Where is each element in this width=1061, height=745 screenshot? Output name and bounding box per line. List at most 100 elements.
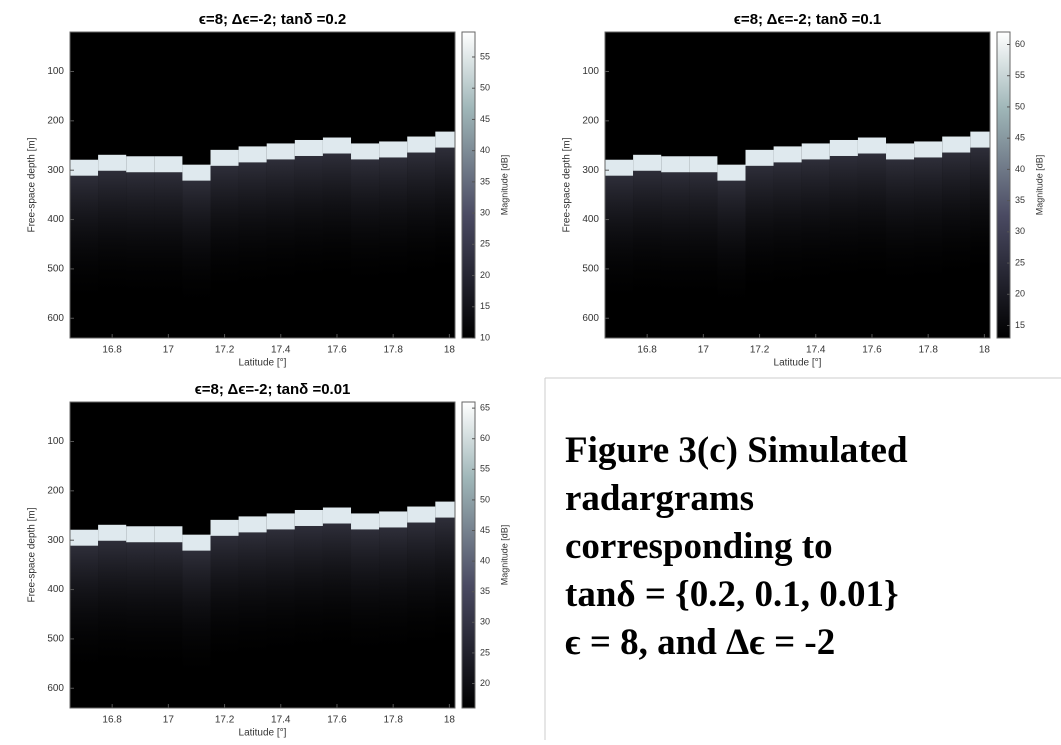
reflector-band: [435, 131, 455, 148]
y-axis-label: Free-space depth [m]: [27, 137, 38, 232]
subsurface-glow: [154, 542, 183, 673]
x-axis-label: Latitude [°]: [239, 728, 287, 739]
subsurface-glow: [435, 147, 455, 278]
reflector-band: [126, 156, 155, 173]
x-tick-label: 17: [163, 345, 175, 356]
x-tick-label: 16.8: [637, 345, 657, 356]
colorbar-tick-label: 20: [480, 270, 490, 280]
subsurface-glow: [745, 165, 774, 296]
x-tick-label: 17: [163, 715, 175, 726]
subsurface-glow: [379, 527, 408, 658]
reflector-band: [70, 159, 99, 176]
colorbar-tick-label: 25: [1015, 257, 1025, 267]
y-tick-label: 100: [47, 66, 64, 77]
y-tick-label: 400: [582, 214, 599, 225]
colorbar-tick-label: 35: [480, 176, 490, 186]
subsurface-glow: [407, 522, 436, 653]
panel-title: ϵ=8; Δϵ=-2; tanδ =0.1: [734, 11, 881, 28]
subsurface-glow: [717, 180, 746, 311]
x-tick-label: 18: [979, 345, 991, 356]
reflector-band: [294, 509, 323, 526]
colorbar-tick-label: 60: [480, 433, 490, 443]
colorbar-tick-label: 10: [480, 332, 490, 342]
reflector-band: [605, 159, 634, 176]
y-tick-label: 600: [47, 683, 64, 694]
subsurface-glow: [182, 550, 211, 681]
reflector-band: [633, 154, 662, 171]
colorbar-tick-label: 15: [1015, 320, 1025, 330]
caption-line: radargrams: [565, 478, 754, 519]
x-tick-label: 17.2: [215, 715, 235, 726]
colorbar-tick-label: 60: [1015, 39, 1025, 49]
subsurface-glow: [322, 523, 352, 654]
reflector-band: [379, 511, 408, 528]
reflector-band: [98, 154, 127, 171]
subsurface-glow: [322, 153, 352, 284]
colorbar-tick-label: 15: [480, 301, 490, 311]
subsurface-glow: [266, 159, 295, 290]
y-tick-label: 100: [582, 66, 599, 77]
colorbar-tick-label: 45: [480, 114, 490, 124]
reflector-band: [689, 156, 718, 173]
reflector-band: [154, 156, 183, 173]
y-axis-label: Free-space depth [m]: [562, 137, 573, 232]
reflector-band: [182, 164, 211, 181]
reflector-band: [407, 136, 436, 153]
x-tick-label: 17.4: [806, 345, 826, 356]
y-tick-label: 300: [47, 165, 64, 176]
y-tick-label: 600: [582, 313, 599, 324]
subsurface-glow: [70, 545, 99, 676]
subsurface-glow: [294, 155, 323, 286]
x-tick-label: 17.6: [862, 345, 882, 356]
colorbar-tick-label: 55: [1015, 70, 1025, 80]
colorbar-tick-label: 50: [480, 83, 490, 93]
reflector-band: [266, 513, 295, 530]
reflector-band: [351, 143, 380, 160]
subsurface-glow: [126, 172, 155, 303]
colorbar-label: Magnitude [dB]: [499, 155, 509, 216]
reflector-band: [70, 529, 99, 546]
x-axis-label: Latitude [°]: [239, 358, 287, 369]
reflector-band: [914, 141, 943, 158]
reflector-band: [238, 146, 267, 163]
colorbar-label: Magnitude [dB]: [499, 525, 509, 586]
subsurface-glow: [407, 152, 436, 283]
reflector-band: [435, 501, 455, 518]
colorbar-tick-label: 30: [480, 617, 490, 627]
reflector-band: [745, 149, 774, 166]
reflector-band: [970, 131, 990, 148]
x-tick-label: 18: [444, 345, 456, 356]
subsurface-glow: [435, 517, 455, 648]
colorbar-tick-label: 45: [1015, 133, 1025, 143]
reflector-band: [98, 524, 127, 541]
subsurface-glow: [70, 175, 99, 306]
subsurface-glow: [605, 175, 634, 306]
reflector-band: [351, 513, 380, 530]
x-tick-label: 17.8: [918, 345, 938, 356]
reflector-band: [773, 146, 802, 163]
reflector-band: [322, 137, 352, 154]
reflector-band: [126, 526, 155, 543]
colorbar-tick-label: 50: [1015, 101, 1025, 111]
colorbar-tick-label: 50: [480, 494, 490, 504]
colorbar-tick-label: 45: [480, 525, 490, 535]
subsurface-glow: [689, 172, 718, 303]
colorbar-tick-label: 65: [480, 402, 490, 412]
colorbar-tick-label: 35: [480, 586, 490, 596]
reflector-band: [154, 526, 183, 543]
x-tick-label: 18: [444, 715, 456, 726]
x-tick-label: 17.8: [383, 715, 403, 726]
subsurface-glow: [801, 159, 830, 290]
y-tick-label: 400: [47, 214, 64, 225]
reflector-band: [210, 149, 239, 166]
y-tick-label: 500: [582, 264, 599, 275]
x-tick-label: 17.8: [383, 345, 403, 356]
x-tick-label: 17.2: [215, 345, 235, 356]
y-tick-label: 200: [47, 115, 64, 126]
colorbar-tick-label: 55: [480, 464, 490, 474]
y-axis-label: Free-space depth [m]: [27, 507, 38, 602]
reflector-band: [942, 136, 971, 153]
colorbar-tick-label: 20: [480, 678, 490, 688]
x-tick-label: 17.6: [327, 715, 347, 726]
